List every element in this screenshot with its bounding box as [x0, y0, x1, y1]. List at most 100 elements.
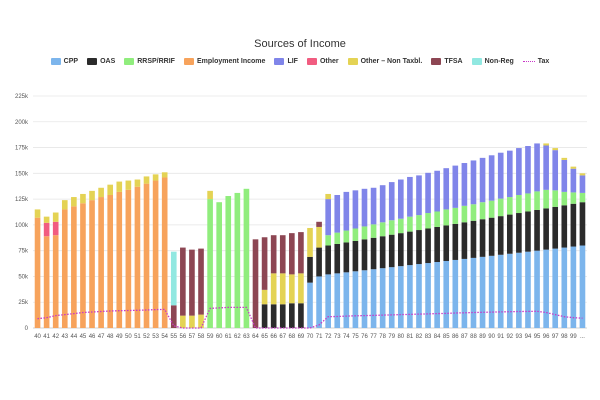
x-tick-label: ...: [580, 334, 585, 340]
bar-tfsa: [180, 247, 186, 316]
bar-lif: [425, 172, 431, 214]
x-tick-label: 76: [361, 334, 368, 340]
legend-swatch: [522, 61, 535, 62]
chart-title: Sources of Income: [254, 38, 346, 50]
x-tick-label: 73: [334, 334, 341, 340]
bar-other-non-taxbl: [570, 166, 577, 169]
bar-other-non-taxbl: [307, 227, 313, 257]
bar-other-non-taxbl: [43, 216, 50, 223]
bar-cpp: [316, 276, 322, 328]
legend-item-other[interactable]: Other: [306, 58, 339, 65]
bar-oas: [407, 231, 413, 266]
bar-tfsa: [261, 237, 268, 290]
bar-cpp: [543, 249, 549, 328]
bar-cpp: [416, 264, 422, 328]
bar-other-non-taxbl: [561, 157, 568, 160]
bar-other-non-taxbl: [34, 209, 41, 218]
bar-lif: [452, 165, 459, 208]
bar-lif: [525, 146, 531, 194]
x-tick-label: 85: [443, 334, 450, 340]
bar-employment-income: [34, 217, 41, 328]
x-tick-label: 74: [343, 334, 350, 340]
bar-cpp: [334, 273, 341, 328]
bar-rrsp-rrif: [343, 230, 350, 243]
bar-employment-income: [143, 183, 150, 328]
bar-rrsp-rrif: [243, 188, 250, 328]
bar-oas: [506, 214, 513, 254]
bar-rrsp-rrif: [443, 209, 450, 226]
bar-other-non-taxbl: [143, 176, 150, 184]
legend-item-rrsp-rrif[interactable]: RRSP/RRIF: [124, 58, 175, 65]
bar-tfsa: [298, 232, 304, 274]
x-tick-label: 65: [261, 334, 268, 340]
bar-lif: [552, 150, 559, 191]
bar-tfsa: [279, 235, 286, 274]
bar-oas: [370, 237, 377, 270]
bar-oas: [343, 242, 350, 273]
legend-item-tfsa[interactable]: TFSA: [431, 58, 463, 65]
bar-lif: [388, 182, 395, 221]
bar-other-non-taxbl: [61, 200, 68, 210]
legend-label: TFSA: [444, 58, 463, 65]
x-tick-label: 54: [161, 334, 168, 340]
legend-label: Employment Income: [196, 58, 266, 65]
bar-lif: [434, 170, 440, 212]
bar-lif: [461, 163, 468, 206]
bar-employment-income: [152, 180, 159, 328]
legend-item-cpp[interactable]: CPP: [50, 58, 78, 65]
bar-cpp: [379, 268, 386, 328]
bar-rrsp-rrif: [234, 192, 241, 328]
bar-cpp: [579, 245, 586, 328]
bar-employment-income: [71, 206, 77, 328]
y-tick-label: 75k: [18, 249, 29, 255]
legend-item-other-non-taxbl[interactable]: Other – Non Taxbl.: [347, 58, 422, 65]
bar-employment-income: [98, 197, 104, 328]
bar-cpp: [370, 269, 377, 328]
x-tick-label: 58: [198, 334, 205, 340]
legend-item-non-reg[interactable]: Non-Reg: [471, 58, 514, 65]
legend-item-lif[interactable]: LIF: [274, 58, 298, 65]
bar-tfsa: [289, 233, 295, 275]
bar-oas: [479, 219, 486, 257]
bar-oas: [316, 247, 322, 277]
legend-item-employment-income[interactable]: Employment Income: [183, 58, 266, 65]
bar-rrsp-rrif: [434, 211, 440, 227]
legend-item-oas[interactable]: OAS: [87, 58, 115, 65]
bar-lif: [352, 190, 359, 229]
bar-oas: [379, 236, 386, 269]
bar-rrsp-rrif: [516, 194, 522, 214]
x-tick-label: 78: [379, 334, 386, 340]
x-tick-label: 83: [425, 334, 432, 340]
x-tick-label: 57: [189, 334, 196, 340]
bar-oas: [334, 243, 341, 274]
bar-cpp: [388, 267, 395, 328]
x-tick-label: 93: [516, 334, 523, 340]
x-tick-label: 99: [570, 334, 577, 340]
x-tick-label: 43: [61, 334, 68, 340]
x-tick-label: 59: [207, 334, 214, 340]
bar-lif: [325, 199, 331, 236]
bar-rrsp-rrif: [543, 189, 549, 209]
bar-cpp: [325, 274, 331, 328]
bar-other-non-taxbl: [198, 314, 204, 328]
bar-oas: [279, 304, 286, 328]
legend-item-tax[interactable]: Tax: [522, 58, 549, 65]
x-tick-label: 63: [243, 334, 250, 340]
x-tick-label: 46: [89, 334, 96, 340]
x-tick-label: 66: [270, 334, 277, 340]
bar-other-non-taxbl: [116, 181, 123, 192]
x-tick-label: 68: [288, 334, 295, 340]
bar-oas: [534, 209, 540, 251]
bar-employment-income: [52, 235, 59, 328]
bar-other-non-taxbl: [152, 174, 159, 181]
chart-legend: CPP OAS RRSP/RRIF Employment Income LIF Other…: [0, 58, 600, 65]
bar-employment-income: [161, 177, 168, 328]
bar-lif: [506, 150, 513, 198]
legend-swatch: [183, 58, 194, 65]
bar-oas: [270, 304, 277, 328]
bar-lif: [570, 168, 577, 193]
bar-lif: [470, 160, 477, 205]
bar-tfsa: [170, 305, 177, 328]
bar-lif: [497, 152, 504, 199]
x-tick-label: 90: [488, 334, 495, 340]
